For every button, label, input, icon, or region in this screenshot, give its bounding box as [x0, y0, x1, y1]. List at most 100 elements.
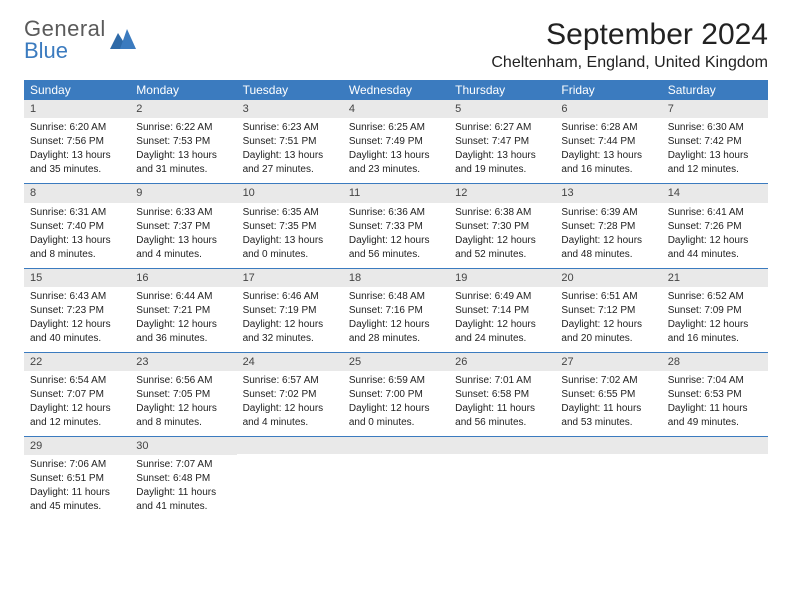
- sunrise-text: Sunrise: 6:44 AM: [136, 290, 230, 303]
- week-row: 15Sunrise: 6:43 AMSunset: 7:23 PMDayligh…: [24, 269, 768, 353]
- day-cell: [555, 437, 661, 520]
- calendar: SundayMondayTuesdayWednesdayThursdayFrid…: [24, 80, 768, 520]
- daylight-text-1: Daylight: 13 hours: [243, 149, 337, 162]
- week-row: 22Sunrise: 6:54 AMSunset: 7:07 PMDayligh…: [24, 353, 768, 437]
- daylight-text-1: Daylight: 13 hours: [136, 234, 230, 247]
- sunrise-text: Sunrise: 6:48 AM: [349, 290, 443, 303]
- sunset-text: Sunset: 7:37 PM: [136, 220, 230, 233]
- daylight-text-2: and 48 minutes.: [561, 248, 655, 261]
- daylight-text-2: and 31 minutes.: [136, 163, 230, 176]
- day-number-empty: [662, 437, 768, 454]
- sunset-text: Sunset: 7:42 PM: [668, 135, 762, 148]
- dayheader: Wednesday: [343, 80, 449, 100]
- day-number-empty: [343, 437, 449, 454]
- daylight-text-2: and 56 minutes.: [455, 416, 549, 429]
- sunset-text: Sunset: 7:30 PM: [455, 220, 549, 233]
- daylight-text-2: and 8 minutes.: [136, 416, 230, 429]
- week-row: 1 Sunrise: 6:20 AMSunset: 7:56 PMDaylight…: [24, 100, 768, 184]
- logo-text-top: General: [24, 18, 106, 40]
- daylight-text-2: and 28 minutes.: [349, 332, 443, 345]
- daylight-text-1: Daylight: 12 hours: [30, 318, 124, 331]
- daylight-text-1: Daylight: 13 hours: [561, 149, 655, 162]
- day-info: Sunrise: 7:06 AMSunset: 6:51 PMDaylight:…: [24, 458, 130, 513]
- day-number: 19: [449, 269, 555, 287]
- sunrise-text: Sunrise: 6:49 AM: [455, 290, 549, 303]
- day-number: 1: [24, 100, 130, 118]
- day-cell: 19Sunrise: 6:49 AMSunset: 7:14 PMDayligh…: [449, 269, 555, 352]
- daylight-text-2: and 27 minutes.: [243, 163, 337, 176]
- sunset-text: Sunset: 6:55 PM: [561, 388, 655, 401]
- day-number-empty: [449, 437, 555, 454]
- daylight-text-2: and 32 minutes.: [243, 332, 337, 345]
- sunset-text: Sunset: 7:19 PM: [243, 304, 337, 317]
- day-number: 25: [343, 353, 449, 371]
- day-cell: 28Sunrise: 7:04 AMSunset: 6:53 PMDayligh…: [662, 353, 768, 436]
- day-number: 30: [130, 437, 236, 455]
- dayheader: Thursday: [449, 80, 555, 100]
- day-cell: 7Sunrise: 6:30 AMSunset: 7:42 PMDaylight…: [662, 100, 768, 183]
- day-number: 5: [449, 100, 555, 118]
- day-cell: 18Sunrise: 6:48 AMSunset: 7:16 PMDayligh…: [343, 269, 449, 352]
- day-info: Sunrise: 6:52 AMSunset: 7:09 PMDaylight:…: [662, 290, 768, 345]
- day-info: Sunrise: 7:02 AMSunset: 6:55 PMDaylight:…: [555, 374, 661, 429]
- daylight-text-1: Daylight: 12 hours: [561, 234, 655, 247]
- header: General Blue September 2024 Cheltenham, …: [24, 18, 768, 72]
- logo: General Blue: [24, 18, 136, 62]
- sunset-text: Sunset: 7:09 PM: [668, 304, 762, 317]
- day-info: Sunrise: 6:38 AMSunset: 7:30 PMDaylight:…: [449, 206, 555, 261]
- daylight-text-2: and 40 minutes.: [30, 332, 124, 345]
- daylight-text-1: Daylight: 12 hours: [349, 318, 443, 331]
- day-cell: 15Sunrise: 6:43 AMSunset: 7:23 PMDayligh…: [24, 269, 130, 352]
- day-info: Sunrise: 6:25 AMSunset: 7:49 PMDaylight:…: [343, 121, 449, 176]
- daylight-text-1: Daylight: 13 hours: [455, 149, 549, 162]
- day-info: Sunrise: 6:27 AMSunset: 7:47 PMDaylight:…: [449, 121, 555, 176]
- day-info: Sunrise: 6:41 AMSunset: 7:26 PMDaylight:…: [662, 206, 768, 261]
- day-cell: 22Sunrise: 6:54 AMSunset: 7:07 PMDayligh…: [24, 353, 130, 436]
- sunrise-text: Sunrise: 6:36 AM: [349, 206, 443, 219]
- daylight-text-2: and 8 minutes.: [30, 248, 124, 261]
- day-cell: 30Sunrise: 7:07 AMSunset: 6:48 PMDayligh…: [130, 437, 236, 520]
- sunrise-text: Sunrise: 6:20 AM: [30, 121, 124, 134]
- daylight-text-2: and 4 minutes.: [136, 248, 230, 261]
- dayheader: Tuesday: [237, 80, 343, 100]
- daylight-text-1: Daylight: 13 hours: [30, 234, 124, 247]
- day-info: Sunrise: 6:30 AMSunset: 7:42 PMDaylight:…: [662, 121, 768, 176]
- sunset-text: Sunset: 7:47 PM: [455, 135, 549, 148]
- day-number: 13: [555, 184, 661, 202]
- daylight-text-2: and 12 minutes.: [668, 163, 762, 176]
- day-number: 15: [24, 269, 130, 287]
- day-cell: 12 Sunrise: 6:38 AMSunset: 7:30 PMDayligh…: [449, 184, 555, 267]
- day-cell: 25Sunrise: 6:59 AMSunset: 7:00 PMDayligh…: [343, 353, 449, 436]
- day-cell: 13Sunrise: 6:39 AMSunset: 7:28 PMDayligh…: [555, 184, 661, 267]
- daylight-text-1: Daylight: 12 hours: [243, 318, 337, 331]
- daylight-text-1: Daylight: 11 hours: [668, 402, 762, 415]
- sunrise-text: Sunrise: 7:02 AM: [561, 374, 655, 387]
- sunset-text: Sunset: 6:58 PM: [455, 388, 549, 401]
- day-number: 14: [662, 184, 768, 202]
- sunset-text: Sunset: 7:00 PM: [349, 388, 443, 401]
- day-info: Sunrise: 6:36 AMSunset: 7:33 PMDaylight:…: [343, 206, 449, 261]
- day-cell: [343, 437, 449, 520]
- daylight-text-1: Daylight: 12 hours: [136, 318, 230, 331]
- day-cell: 1 Sunrise: 6:20 AMSunset: 7:56 PMDaylight…: [24, 100, 130, 183]
- day-number: 29: [24, 437, 130, 455]
- daylight-text-2: and 12 minutes.: [30, 416, 124, 429]
- daylight-text-2: and 56 minutes.: [349, 248, 443, 261]
- week-row: 29 Sunrise: 7:06 AMSunset: 6:51 PMDayligh…: [24, 437, 768, 520]
- day-number: 12: [449, 184, 555, 202]
- day-info: Sunrise: 6:23 AMSunset: 7:51 PMDaylight:…: [237, 121, 343, 176]
- day-info: Sunrise: 6:31 AMSunset: 7:40 PMDaylight:…: [24, 206, 130, 261]
- sunrise-text: Sunrise: 7:01 AM: [455, 374, 549, 387]
- sunset-text: Sunset: 7:26 PM: [668, 220, 762, 233]
- daylight-text-2: and 49 minutes.: [668, 416, 762, 429]
- daylight-text-1: Daylight: 13 hours: [349, 149, 443, 162]
- daylight-text-2: and 36 minutes.: [136, 332, 230, 345]
- day-cell: 4Sunrise: 6:25 AMSunset: 7:49 PMDaylight…: [343, 100, 449, 183]
- day-cell: 11Sunrise: 6:36 AMSunset: 7:33 PMDayligh…: [343, 184, 449, 267]
- day-info: Sunrise: 6:20 AMSunset: 7:56 PMDaylight:…: [24, 121, 130, 176]
- dayheader-row: SundayMondayTuesdayWednesdayThursdayFrid…: [24, 80, 768, 100]
- daylight-text-2: and 4 minutes.: [243, 416, 337, 429]
- sunrise-text: Sunrise: 6:46 AM: [243, 290, 337, 303]
- sunset-text: Sunset: 7:28 PM: [561, 220, 655, 233]
- day-cell: [662, 437, 768, 520]
